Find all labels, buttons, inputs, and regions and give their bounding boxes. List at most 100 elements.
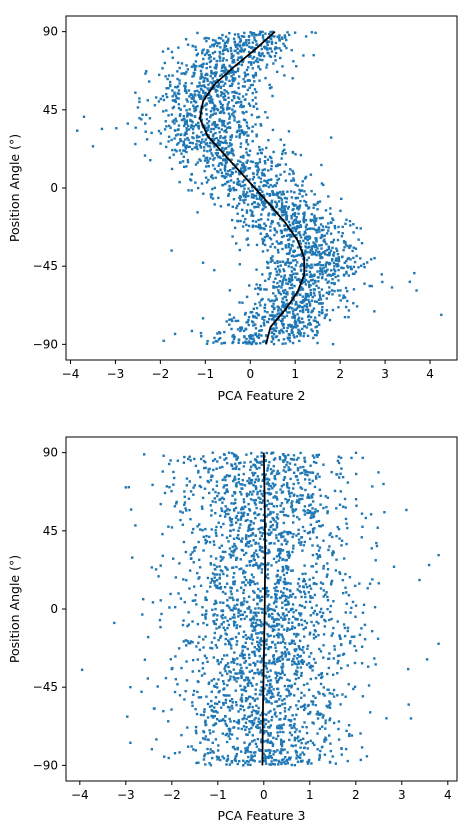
scatter-point xyxy=(247,545,250,548)
scatter-point xyxy=(221,59,224,62)
scatter-point xyxy=(277,618,280,621)
scatter-point xyxy=(182,578,185,581)
scatter-point xyxy=(263,160,267,163)
scatter-point xyxy=(291,663,294,666)
scatter-point xyxy=(236,456,240,459)
scatter-point xyxy=(318,727,322,731)
scatter-point xyxy=(328,286,331,289)
scatter-point xyxy=(318,692,321,695)
scatter-point xyxy=(274,677,278,680)
scatter-point xyxy=(315,329,319,333)
scatter-point xyxy=(274,294,277,298)
scatter-point xyxy=(159,142,162,145)
scatter-point xyxy=(326,222,330,225)
scatter-point xyxy=(281,152,284,156)
scatter-point xyxy=(285,595,288,598)
scatter-point xyxy=(302,217,306,220)
scatter-point xyxy=(214,340,218,343)
scatter-point xyxy=(337,258,341,261)
scatter-point xyxy=(268,608,271,611)
scatter-point xyxy=(248,45,251,48)
scatter-point xyxy=(283,34,287,37)
scatter-point xyxy=(290,502,293,505)
scatter-point xyxy=(296,760,300,763)
scatter-point xyxy=(302,708,306,712)
scatter-point xyxy=(281,749,284,752)
scatter-point xyxy=(198,95,201,99)
scatter-point xyxy=(300,759,303,763)
scatter-point xyxy=(231,545,234,548)
scatter-point xyxy=(227,37,230,41)
scatter-point xyxy=(357,238,360,241)
scatter-point xyxy=(250,113,254,117)
scatter-point xyxy=(265,698,268,702)
scatter-point xyxy=(270,86,273,89)
scatter-point xyxy=(249,609,253,612)
scatter-point xyxy=(241,718,244,721)
scatter-point xyxy=(223,341,227,345)
scatter-point xyxy=(258,160,262,164)
scatter-point xyxy=(324,263,328,266)
scatter-point xyxy=(308,655,311,658)
scatter-point xyxy=(220,507,223,510)
scatter-point xyxy=(287,242,290,246)
scatter-point xyxy=(308,511,311,514)
scatter-point xyxy=(290,328,294,332)
scatter-point xyxy=(278,280,282,283)
scatter-point xyxy=(289,582,292,585)
scatter-point xyxy=(270,760,273,763)
scatter-point xyxy=(254,220,258,223)
scatter-point xyxy=(313,743,316,747)
scatter-point xyxy=(174,655,177,658)
scatter-point xyxy=(228,117,231,120)
scatter-point xyxy=(281,670,284,673)
scatter-point xyxy=(221,558,224,561)
scatter-point xyxy=(286,326,289,330)
scatter-point xyxy=(224,35,228,38)
scatter-point xyxy=(221,570,224,573)
scatter-point xyxy=(227,727,230,731)
scatter-point xyxy=(224,160,228,163)
scatter-point xyxy=(258,548,262,552)
scatter-point xyxy=(171,56,174,59)
scatter-point xyxy=(352,231,355,234)
scatter-point xyxy=(329,212,332,216)
scatter-point xyxy=(242,656,245,660)
scatter-point xyxy=(308,283,311,287)
scatter-point xyxy=(251,172,255,175)
scatter-point xyxy=(278,727,281,730)
scatter-point xyxy=(233,651,236,654)
scatter-point xyxy=(299,666,303,669)
scatter-point xyxy=(214,643,218,647)
scatter-point xyxy=(298,730,301,733)
scatter-point xyxy=(248,284,251,287)
scatter-point xyxy=(277,581,280,585)
scatter-point xyxy=(259,519,263,522)
scatter-point xyxy=(288,262,292,265)
scatter-point xyxy=(294,609,298,612)
scatter-point xyxy=(197,124,201,128)
scatter-point xyxy=(287,565,290,569)
scatter-point xyxy=(290,504,294,507)
scatter-point xyxy=(266,573,269,576)
scatter-point xyxy=(237,129,241,133)
scatter-point xyxy=(258,148,261,152)
scatter-point xyxy=(275,46,278,50)
scatter-point xyxy=(249,61,253,64)
scatter-point xyxy=(232,622,236,626)
scatter-point xyxy=(313,609,317,613)
scatter-point xyxy=(182,461,186,464)
scatter-point xyxy=(191,97,194,101)
scatter-point xyxy=(159,625,162,629)
scatter-point xyxy=(223,94,227,98)
scatter-point xyxy=(159,599,162,602)
scatter-point xyxy=(280,208,283,212)
scatter-point xyxy=(193,68,197,72)
scatter-point xyxy=(296,324,299,328)
scatter-point xyxy=(304,600,308,604)
scatter-point xyxy=(164,75,167,78)
scatter-points xyxy=(76,30,443,346)
scatter-point xyxy=(235,556,239,560)
scatter-point xyxy=(245,110,248,114)
scatter-point xyxy=(170,167,174,171)
